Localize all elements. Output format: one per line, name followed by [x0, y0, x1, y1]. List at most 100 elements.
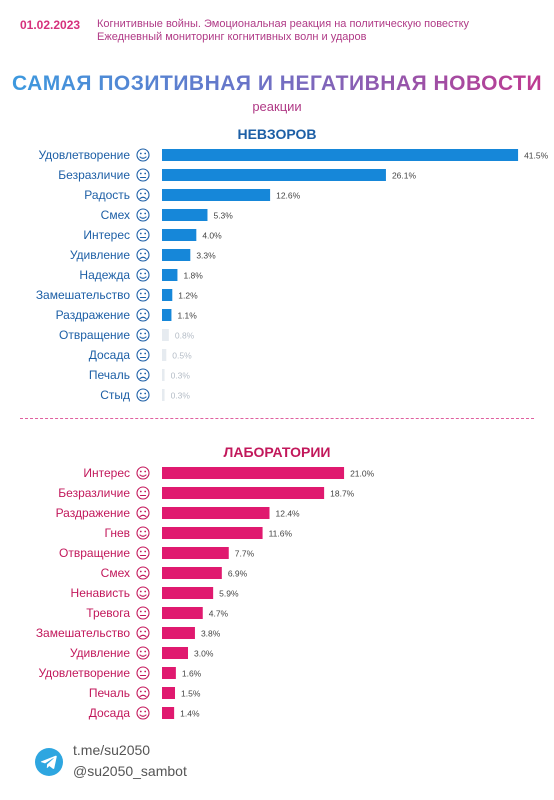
anger-icon	[136, 526, 150, 540]
interest-icon	[136, 466, 150, 480]
bar-row: Удовлетворение 41.5%	[39, 148, 549, 162]
value-label: 26.1%	[392, 171, 417, 181]
bar	[162, 667, 176, 679]
bar-row: Отвращение 7.7%	[59, 546, 255, 560]
category-label: Смех	[101, 208, 130, 222]
value-label: 0.3%	[171, 371, 191, 381]
bar-row: Смех 5.3%	[101, 208, 234, 222]
bar-row: Удивление 3.0%	[70, 646, 214, 660]
confusion-icon	[136, 626, 150, 640]
report-date: 01.02.2023	[20, 18, 81, 32]
chart-1-title: НЕВЗОРОВ	[237, 126, 317, 142]
category-label: Безразличие	[58, 168, 130, 182]
anxiety-icon	[136, 606, 150, 620]
category-label: Удивление	[70, 248, 130, 262]
bar-row: Досада 1.4%	[89, 706, 200, 720]
irritation-icon	[136, 308, 150, 322]
bar	[162, 567, 222, 579]
telegram-link[interactable]: t.me/su2050	[73, 742, 151, 758]
bar	[162, 349, 167, 361]
bar	[162, 289, 173, 301]
bar	[162, 647, 189, 659]
bar-row: Замешательство 3.8%	[36, 626, 221, 640]
bar	[162, 169, 386, 181]
value-label: 0.5%	[172, 351, 192, 361]
bar	[162, 149, 519, 161]
irritation-icon	[136, 506, 150, 520]
category-label: Замешательство	[36, 626, 131, 640]
bar	[162, 389, 165, 401]
value-label: 7.7%	[235, 549, 255, 559]
value-label: 12.6%	[276, 191, 301, 201]
page-subtitle: реакции	[252, 99, 302, 114]
value-label: 21.0%	[350, 469, 375, 479]
chart-2-title: ЛАБОРАТОРИИ	[223, 444, 331, 460]
bar	[162, 189, 271, 201]
bar	[162, 607, 203, 619]
bar-row: Безразличие 26.1%	[58, 168, 416, 182]
value-label: 1.1%	[177, 311, 197, 321]
bar	[162, 707, 175, 719]
value-label: 11.6%	[269, 529, 293, 539]
category-label: Отвращение	[59, 546, 130, 560]
bar-row: Безразличие 18.7%	[58, 486, 354, 500]
bar	[162, 269, 178, 281]
category-label: Раздражение	[56, 308, 131, 322]
bar	[162, 507, 270, 519]
bar	[162, 209, 208, 221]
value-label: 0.8%	[175, 331, 195, 341]
category-label: Безразличие	[58, 486, 130, 500]
bar-row: Гнев 11.6%	[105, 526, 293, 540]
value-label: 5.9%	[219, 589, 239, 599]
bar-row: Печаль 1.5%	[89, 686, 201, 700]
hatred-icon	[136, 586, 150, 600]
category-label: Ненависть	[71, 586, 130, 600]
category-label: Раздражение	[56, 506, 131, 520]
section-divider	[20, 418, 534, 419]
value-label: 1.2%	[178, 291, 198, 301]
bar-row: Ненависть 5.9%	[71, 586, 239, 600]
page-title: САМАЯ ПОЗИТИВНАЯ И НЕГАТИВНАЯ НОВОСТИ	[0, 72, 554, 96]
bar	[162, 547, 229, 559]
bar	[162, 249, 191, 261]
value-label: 1.5%	[181, 689, 201, 699]
joy-icon	[136, 188, 150, 202]
category-label: Смех	[101, 566, 130, 580]
disgust-icon	[136, 546, 150, 560]
hope-icon	[136, 268, 150, 282]
surprise-icon	[136, 248, 150, 262]
bar-row: Тревога 4.7%	[86, 606, 228, 620]
bar	[162, 229, 197, 241]
indifferent-icon	[136, 168, 150, 182]
shame-icon	[136, 388, 150, 402]
category-label: Отвращение	[59, 328, 130, 342]
header: 01.02.2023 Когнитивные войны. Эмоциональ…	[20, 18, 540, 52]
bar-row: Смех 6.9%	[101, 566, 248, 580]
category-label: Печаль	[89, 686, 130, 700]
annoyance-icon	[136, 706, 150, 720]
telegram-icon[interactable]	[35, 748, 63, 776]
header-text: Когнитивные войны. Эмоциональная реакция…	[97, 18, 469, 44]
bot-handle[interactable]: @su2050_sambot	[73, 763, 187, 779]
bar-row: Досада 0.5%	[89, 348, 192, 362]
bar	[162, 487, 325, 499]
bar-row: Раздражение 12.4%	[56, 506, 300, 520]
indifferent-icon	[136, 486, 150, 500]
category-label: Удовлетворение	[39, 666, 131, 680]
bar	[162, 587, 214, 599]
laughter-icon	[136, 566, 150, 580]
bar-row: Интерес 21.0%	[83, 466, 374, 480]
confusion-icon	[136, 288, 150, 302]
bar	[162, 527, 263, 539]
category-label: Тревога	[86, 606, 130, 620]
value-label: 3.8%	[201, 629, 221, 639]
chart-laboratories: Интерес 21.0% Безразличие 18.7% Раздражение 1…	[36, 466, 375, 720]
category-label: Досада	[89, 706, 131, 720]
interest-icon	[136, 228, 150, 242]
bar	[162, 627, 195, 639]
value-label: 1.4%	[180, 709, 200, 719]
satisfied-icon	[136, 666, 150, 680]
category-label: Интерес	[83, 466, 130, 480]
value-label: 12.4%	[276, 509, 301, 519]
bar	[162, 369, 165, 381]
